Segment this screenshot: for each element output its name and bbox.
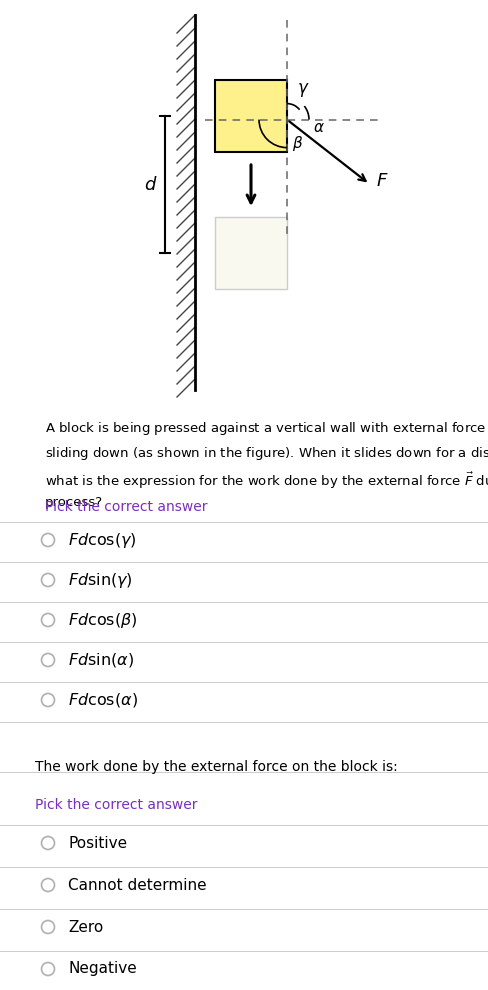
Text: The work done by the external force on the block is:: The work done by the external force on t… (35, 760, 397, 774)
Text: $d$: $d$ (143, 175, 157, 193)
Text: Pick the correct answer: Pick the correct answer (35, 798, 197, 812)
Bar (215, 80, 286, 152)
Text: $Fd\cos(\beta)$: $Fd\cos(\beta)$ (68, 611, 137, 630)
Text: $\alpha$: $\alpha$ (312, 120, 324, 135)
Text: $\gamma$: $\gamma$ (296, 80, 309, 99)
Text: Negative: Negative (68, 961, 137, 976)
Text: Cannot determine: Cannot determine (68, 877, 206, 893)
Text: $\beta$: $\beta$ (291, 134, 303, 153)
Text: $F$: $F$ (375, 172, 387, 190)
Text: $Fd\cos(\gamma)$: $Fd\cos(\gamma)$ (68, 531, 137, 549)
Text: Pick the correct answer: Pick the correct answer (45, 500, 207, 514)
Text: $Fd\cos(\alpha)$: $Fd\cos(\alpha)$ (68, 691, 138, 709)
Text: Zero: Zero (68, 920, 103, 935)
Text: A block is being pressed against a vertical wall with external force $\vec{F}$  : A block is being pressed against a verti… (45, 418, 488, 509)
Bar (215, 217, 286, 289)
Text: Positive: Positive (68, 836, 127, 850)
Text: $Fd\sin(\alpha)$: $Fd\sin(\alpha)$ (68, 651, 134, 669)
Text: $Fd\sin(\gamma)$: $Fd\sin(\gamma)$ (68, 570, 133, 589)
